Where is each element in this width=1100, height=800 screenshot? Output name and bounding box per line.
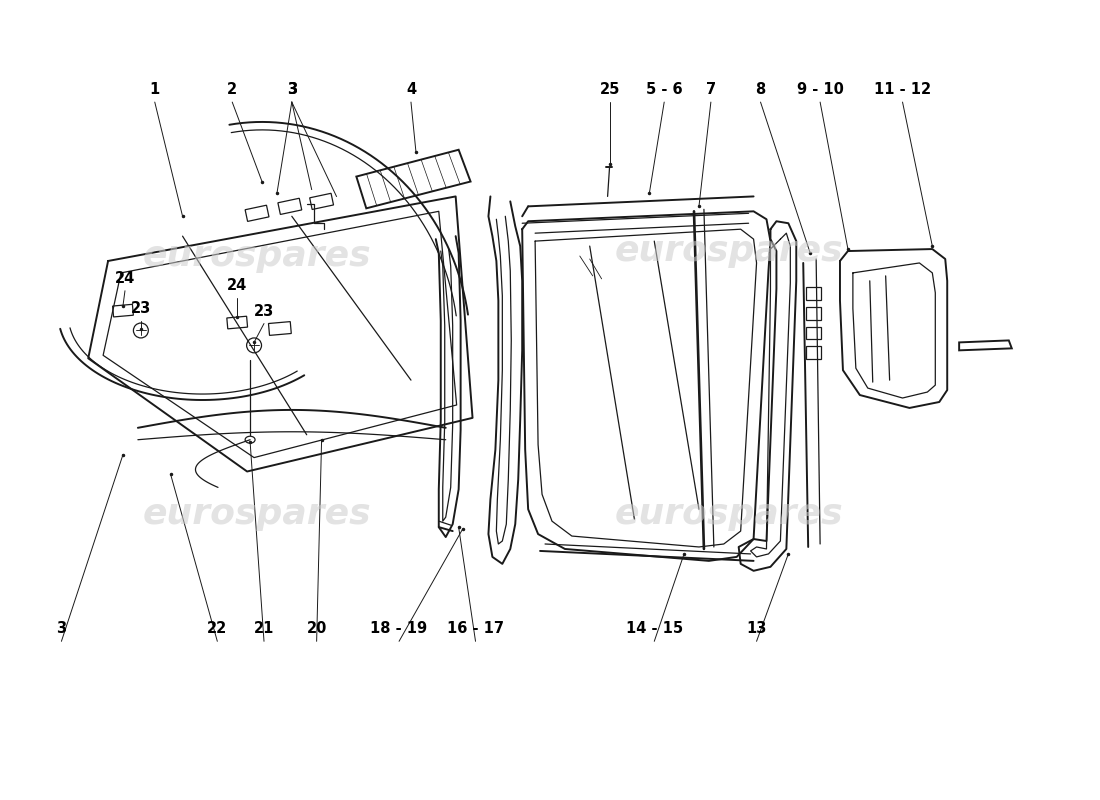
Text: 20: 20 <box>307 622 327 636</box>
Text: 3: 3 <box>287 82 297 97</box>
Polygon shape <box>227 316 248 329</box>
Text: 25: 25 <box>600 82 619 97</box>
Text: 3: 3 <box>287 82 297 97</box>
Text: 3: 3 <box>56 622 66 636</box>
Bar <box>806 286 821 300</box>
Polygon shape <box>268 322 292 335</box>
Ellipse shape <box>245 436 255 443</box>
Circle shape <box>246 338 262 353</box>
Bar <box>806 306 821 319</box>
Polygon shape <box>278 198 301 214</box>
Text: 23: 23 <box>131 301 151 315</box>
Text: 13: 13 <box>747 622 767 636</box>
Text: 24: 24 <box>114 270 135 286</box>
Text: 2: 2 <box>228 82 238 97</box>
Text: 18 - 19: 18 - 19 <box>371 622 428 636</box>
Text: 16 - 17: 16 - 17 <box>447 622 504 636</box>
Text: 4: 4 <box>406 82 416 97</box>
Bar <box>806 346 821 359</box>
Polygon shape <box>245 206 270 222</box>
Text: eurospares: eurospares <box>143 498 372 531</box>
Circle shape <box>133 323 148 338</box>
Text: 9 - 10: 9 - 10 <box>796 82 844 97</box>
Polygon shape <box>310 194 333 210</box>
Text: 14 - 15: 14 - 15 <box>626 622 683 636</box>
Text: 1: 1 <box>150 82 160 97</box>
Text: 8: 8 <box>756 82 766 97</box>
Text: 21: 21 <box>254 622 274 636</box>
Text: 22: 22 <box>207 622 228 636</box>
Text: 24: 24 <box>227 278 248 293</box>
Text: eurospares: eurospares <box>615 234 843 268</box>
Text: 11 - 12: 11 - 12 <box>874 82 931 97</box>
Text: eurospares: eurospares <box>143 239 372 273</box>
Text: 7: 7 <box>706 82 716 97</box>
Text: eurospares: eurospares <box>615 498 843 531</box>
Bar <box>806 326 821 339</box>
Polygon shape <box>112 304 133 317</box>
Text: 5 - 6: 5 - 6 <box>646 82 682 97</box>
Text: 23: 23 <box>254 303 274 318</box>
